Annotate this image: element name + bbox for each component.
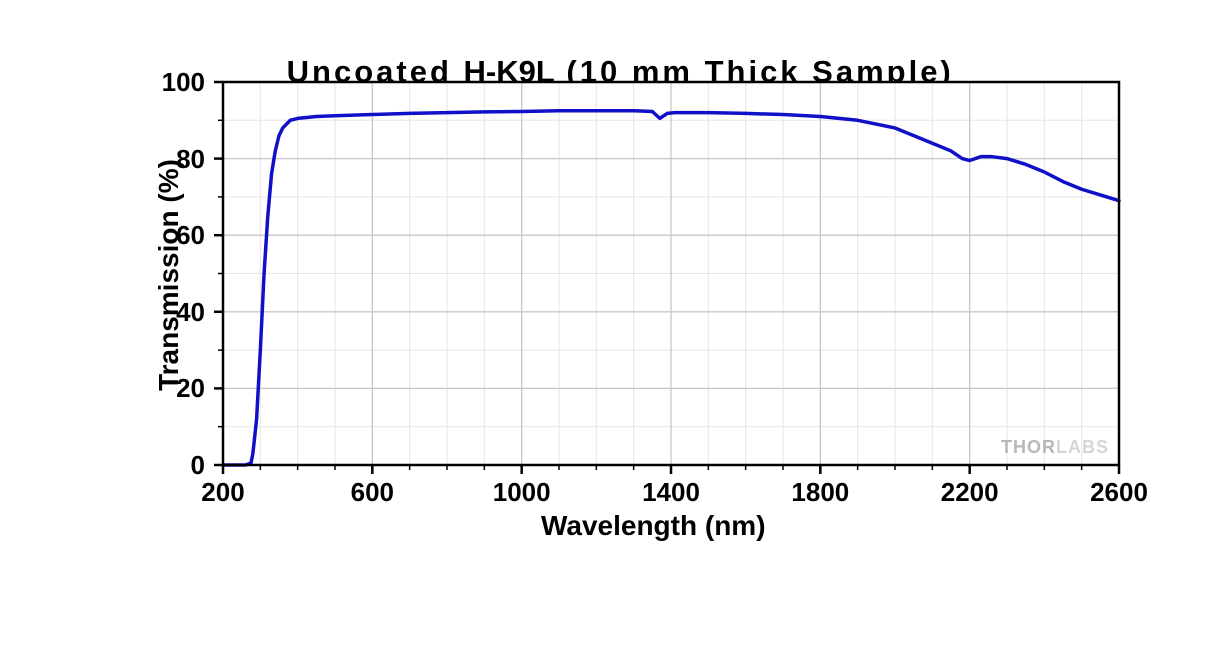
y-tick-label: 0 xyxy=(143,450,205,481)
watermark-a: THOR xyxy=(1001,437,1056,457)
x-tick-label: 200 xyxy=(178,477,268,508)
chart-svg xyxy=(0,0,1206,662)
x-tick-label: 2200 xyxy=(925,477,1015,508)
x-tick-label: 600 xyxy=(327,477,417,508)
y-tick-label: 100 xyxy=(143,67,205,98)
watermark-b: LABS xyxy=(1056,437,1109,457)
x-tick-label: 1000 xyxy=(477,477,567,508)
y-tick-label: 60 xyxy=(143,220,205,251)
x-tick-label: 2600 xyxy=(1074,477,1164,508)
x-tick-label: 1400 xyxy=(626,477,716,508)
watermark: THORLABS xyxy=(1001,437,1109,458)
x-tick-label: 1800 xyxy=(775,477,865,508)
y-tick-label: 20 xyxy=(143,373,205,404)
chart-container: Uncoated H-K9L (10 mm Thick Sample) Tran… xyxy=(0,0,1206,662)
y-tick-label: 40 xyxy=(143,297,205,328)
y-tick-label: 80 xyxy=(143,144,205,175)
